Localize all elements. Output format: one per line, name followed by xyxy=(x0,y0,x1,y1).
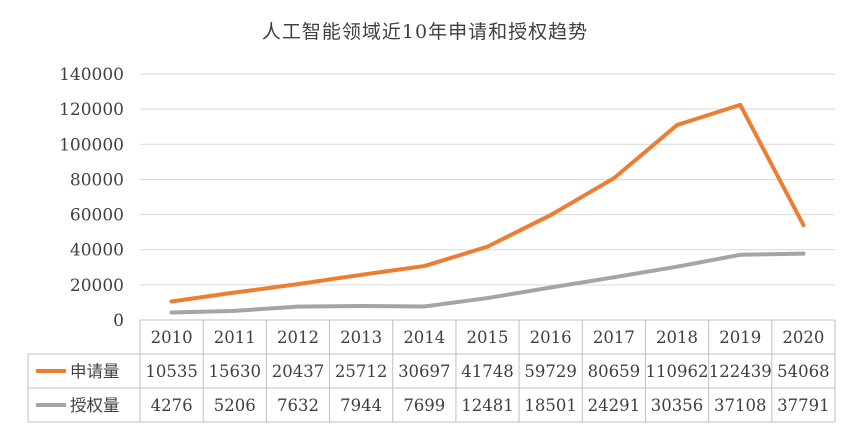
data-point xyxy=(232,308,237,313)
y-tick-label: 20000 xyxy=(70,276,124,296)
y-tick-label: 140000 xyxy=(59,65,124,85)
y-tick-label: 100000 xyxy=(59,135,124,155)
y-tick-label: 120000 xyxy=(59,100,124,120)
data-table-cell: 37791 xyxy=(777,396,830,415)
data-point xyxy=(485,296,490,301)
x-tick-label: 2017 xyxy=(593,328,635,347)
data-table-cell: 59729 xyxy=(524,362,577,381)
y-tick-label: 60000 xyxy=(70,206,124,226)
data-table-cell: 25712 xyxy=(335,362,388,381)
data-point xyxy=(169,310,174,315)
data-table: 2010 2011 2012 2013 2014 2015 2016 2017 2018 2019… xyxy=(27,319,836,423)
data-point xyxy=(169,299,174,304)
y-axis-ticks: 0 20000 40000 60000 80000 100000 120000 140000 xyxy=(59,65,124,331)
data-point xyxy=(422,304,427,309)
x-tick-label: 2015 xyxy=(467,328,509,347)
x-tick-label: 2010 xyxy=(151,328,193,347)
data-table-cell: 110962 xyxy=(646,362,709,381)
data-table-cell: 10535 xyxy=(145,362,198,381)
x-tick-label: 2014 xyxy=(403,328,445,347)
data-table-cell: 18501 xyxy=(524,396,577,415)
data-point xyxy=(548,285,553,290)
data-point xyxy=(801,251,806,256)
x-tick-label: 2011 xyxy=(214,328,256,347)
data-point xyxy=(548,213,553,218)
data-point xyxy=(359,272,364,277)
data-point xyxy=(675,264,680,269)
chart-title: 人工智能领域近10年申请和授权趋势 xyxy=(262,21,588,43)
data-point xyxy=(295,304,300,309)
data-point xyxy=(738,252,743,257)
data-table-cell: 30356 xyxy=(651,396,704,415)
y-tick-label: 0 xyxy=(113,311,124,331)
data-table-cell: 41748 xyxy=(461,362,514,381)
data-point xyxy=(295,282,300,287)
series-lines xyxy=(169,102,806,315)
x-tick-label: 2016 xyxy=(530,328,572,347)
data-point xyxy=(611,275,616,280)
gridlines xyxy=(140,73,835,286)
data-table-cell: 80659 xyxy=(588,362,641,381)
x-tick-label: 2018 xyxy=(656,328,698,347)
legend-label: 申请量 xyxy=(70,362,120,381)
data-point xyxy=(422,264,427,269)
data-table-cell: 37108 xyxy=(714,396,767,415)
series-line xyxy=(169,102,806,304)
x-tick-label: 2013 xyxy=(340,328,382,347)
data-table-cell: 7944 xyxy=(340,396,382,415)
data-table-cell: 5206 xyxy=(214,396,256,415)
data-table-cell: 30697 xyxy=(398,362,451,381)
x-tick-label: 2020 xyxy=(782,328,824,347)
data-table-cell: 12481 xyxy=(461,396,514,415)
data-point xyxy=(485,244,490,249)
data-point xyxy=(611,176,616,181)
data-table-cell: 7632 xyxy=(277,396,319,415)
x-tick-label: 2019 xyxy=(719,328,761,347)
data-point xyxy=(738,102,743,107)
x-tick-label: 2012 xyxy=(277,328,319,347)
data-table-cell: 4276 xyxy=(151,396,193,415)
y-tick-label: 80000 xyxy=(70,170,124,190)
data-point xyxy=(675,123,680,128)
data-table-cell: 15630 xyxy=(209,362,262,381)
y-tick-label: 40000 xyxy=(70,241,124,261)
data-point xyxy=(801,222,806,227)
data-point xyxy=(232,290,237,295)
data-point xyxy=(359,304,364,309)
series-line xyxy=(169,251,806,315)
data-table-cell: 7699 xyxy=(403,396,445,415)
data-table-cell: 54068 xyxy=(777,362,830,381)
data-table-cell: 20437 xyxy=(272,362,325,381)
legend-label: 授权量 xyxy=(70,396,120,415)
data-table-cell: 24291 xyxy=(588,396,641,415)
data-table-cell: 122439 xyxy=(709,362,772,381)
